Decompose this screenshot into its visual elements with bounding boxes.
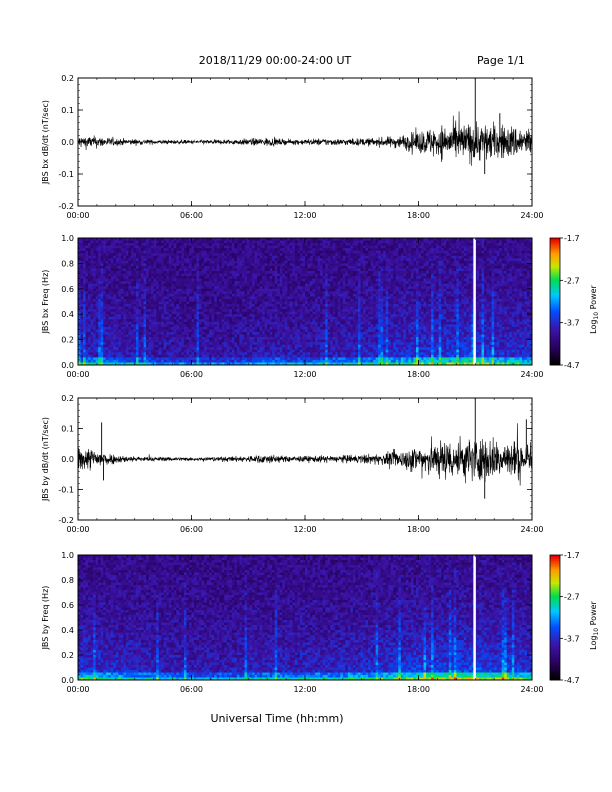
x-tick-label: 00:00 <box>66 211 89 220</box>
y-tick-label: 0.0 <box>61 676 74 685</box>
x-tick-label: 24:00 <box>520 685 543 694</box>
y-tick-label: 0.0 <box>61 455 74 464</box>
y-tick-label: 0.0 <box>61 361 74 370</box>
colorbar: -1.7 -2.7 -3.7 -4.7 Log10 Power <box>549 551 600 685</box>
colorbar-tick-label: -1.7 <box>564 551 580 560</box>
bx-spectrogram-panel: 00:00 06:00 12:00 18:00 24:00 1.0 0.8 0.6 0.4 0.2… <box>41 234 600 379</box>
y-axis-title: JBS by Freq (Hz) <box>41 586 50 651</box>
signal-trace <box>77 423 533 486</box>
x-tick-label: 06:00 <box>180 211 203 220</box>
colorbar-title: Log10 Power <box>589 600 600 649</box>
x-tick-label: 24:00 <box>520 525 543 534</box>
colorbar-tick-label: -3.7 <box>564 319 580 328</box>
y-tick-label: -0.1 <box>58 486 74 495</box>
x-tick-label: 12:00 <box>293 370 316 379</box>
y-tick-label: 0.4 <box>61 626 74 635</box>
colorbar-frame <box>549 237 561 366</box>
colorbar-tick-label: -1.7 <box>564 234 580 243</box>
colorbar-tick-label: -4.7 <box>564 361 580 370</box>
y-tick-label: 1.0 <box>61 551 74 560</box>
colorbar-tick-label: -2.7 <box>564 276 580 285</box>
y-tick-label: 0.6 <box>61 285 74 294</box>
x-tick-label: 06:00 <box>180 525 203 534</box>
x-tick-label: 18:00 <box>407 370 430 379</box>
y-tick-label: 0.4 <box>61 310 74 319</box>
data-gap <box>473 238 476 365</box>
spectrogram-cells <box>78 555 533 681</box>
y-tick-label: 0.2 <box>61 74 74 83</box>
x-tick-label: 18:00 <box>407 685 430 694</box>
y-axis-title: JBS bx Freq (Hz) <box>41 270 50 335</box>
colorbar-frame <box>549 554 561 681</box>
colorbar-title: Log10 Power <box>589 284 600 333</box>
x-tick-label: 24:00 <box>520 370 543 379</box>
colorbar-tick-label: -2.7 <box>564 593 580 602</box>
y-tick-label: 0.2 <box>61 336 74 345</box>
by-spectrogram-panel: 00:00 06:00 12:00 18:00 24:00 1.0 0.8 0.6 0.4 0.2… <box>41 551 600 694</box>
y-tick-label: 0.1 <box>61 106 74 115</box>
x-tick-label: 18:00 <box>407 525 430 534</box>
x-tick-label: 00:00 <box>66 525 89 534</box>
x-tick-label: 06:00 <box>180 370 203 379</box>
y-axis-title: JBS bx dB/dt (nT/sec) <box>41 100 50 185</box>
y-tick-label: 0.1 <box>61 425 74 434</box>
y-tick-label: 1.0 <box>61 234 74 243</box>
date-range-title: 2018/11/29 00:00-24:00 UT <box>199 54 352 67</box>
y-tick-label: 0.6 <box>61 601 74 610</box>
y-tick-label: 0.8 <box>61 259 74 268</box>
data-gap <box>473 555 476 680</box>
y-tick-label: 0.0 <box>61 138 74 147</box>
signal-trace <box>77 111 533 166</box>
page-indicator: Page 1/1 <box>477 54 525 67</box>
x-tick-label: 00:00 <box>66 370 89 379</box>
colorbar-tick-label: -3.7 <box>564 634 580 643</box>
x-tick-label: 00:00 <box>66 685 89 694</box>
x-tick-label: 12:00 <box>293 211 316 220</box>
by-dbdt-panel: 00:00 06:00 12:00 18:00 24:00 0.2 0.1 0.0 -0.1 -0… <box>41 394 544 534</box>
colorbar-tick-label: -4.7 <box>564 676 580 685</box>
x-tick-label: 18:00 <box>407 211 430 220</box>
y-tick-label: -0.2 <box>58 516 74 525</box>
y-axis-title: JBS by dB/dt (nT/sec) <box>41 417 50 502</box>
spectrogram-cells <box>78 238 533 366</box>
y-tick-label: 0.2 <box>61 394 74 403</box>
x-tick-label: 06:00 <box>180 685 203 694</box>
x-tick-label: 12:00 <box>293 525 316 534</box>
y-tick-label: -0.2 <box>58 202 74 211</box>
bx-dbdt-panel: 00:00 06:00 12:00 18:00 24:00 0.2 0.1 0.0 -0.1 -0… <box>41 74 544 220</box>
y-tick-label: -0.1 <box>58 170 74 179</box>
colorbar: -1.7 -2.7 -3.7 -4.7 Log10 Power <box>549 234 600 370</box>
y-tick-label: 0.2 <box>61 651 74 660</box>
x-tick-label: 24:00 <box>520 211 543 220</box>
x-tick-label: 12:00 <box>293 685 316 694</box>
x-axis-title: Universal Time (hh:mm) <box>211 712 344 725</box>
y-tick-label: 0.8 <box>61 576 74 585</box>
